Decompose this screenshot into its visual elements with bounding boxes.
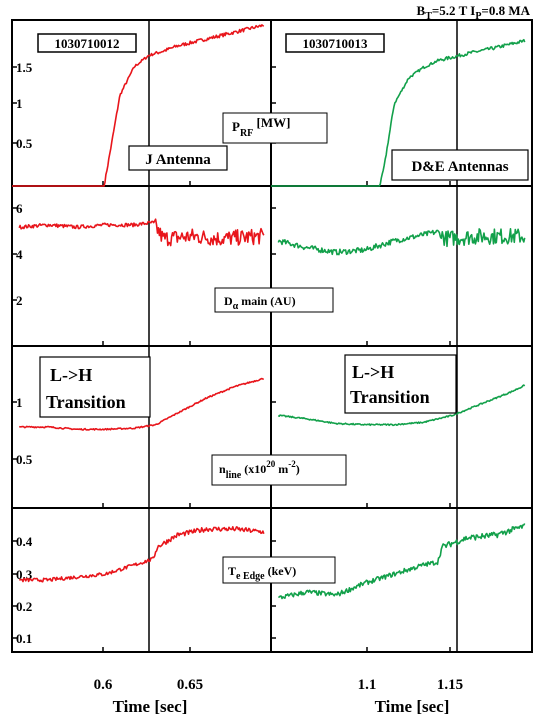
lh-text-left-1: L->H: [50, 365, 92, 385]
y-tick-label: 4: [16, 247, 23, 262]
y-tick-label: 1.5: [16, 60, 33, 75]
de-antennas-label: D&E Antennas: [411, 159, 508, 175]
lh-text-left-2: Transition: [46, 392, 126, 412]
j-antenna-label: J Antenna: [145, 152, 211, 168]
y-tick-label: 1: [16, 96, 23, 111]
x-tick-label: 1.1: [358, 677, 377, 693]
trace-left-row-4: [19, 526, 265, 583]
trace-left-row-1: [12, 24, 265, 187]
y-tick-label: 0.2: [16, 599, 32, 614]
y-tick-label: 0.3: [16, 567, 33, 582]
shot-box-right: [285, 33, 385, 53]
y-tick-label: 0.5: [16, 136, 33, 151]
shot-box-left: [37, 33, 137, 53]
y-tick-label: 1: [16, 395, 23, 410]
shot-label-right: 1030710013: [303, 36, 369, 51]
y-tick-label: 0.1: [16, 631, 32, 646]
lh-text-right-1: L->H: [352, 362, 394, 382]
te-label: Te Edge (keV): [228, 564, 296, 582]
x-axis-ticks: 0.6 0.65 1.1 1.15: [94, 181, 463, 693]
nline-label-box: [211, 454, 347, 486]
trace-right-row-1: [271, 38, 526, 187]
x-axis-label-right: Time [sec]: [375, 697, 450, 716]
shot-label-left: 1030710012: [55, 36, 120, 51]
dalpha-label: Dα main (AU): [224, 294, 296, 312]
y-axis-ticks: 1.5 1 0.5 6 4 2 1 0.5 0.4 0.3 0.2 0.1: [12, 60, 276, 646]
lh-box-left: [39, 356, 151, 418]
trace-left-row-2: [18, 218, 265, 247]
j-antenna-box: [128, 145, 228, 171]
y-tick-label: 2: [16, 293, 23, 308]
lh-box-right: [344, 354, 457, 414]
trace-left-row-3: [19, 377, 264, 431]
prf-label: PRF [MW]: [232, 115, 290, 139]
x-tick-label: 0.65: [177, 677, 203, 693]
trace-right-row-4: [278, 523, 526, 600]
de-antennas-box: [391, 149, 529, 181]
y-tick-label: 0.4: [16, 534, 33, 549]
trace-right-row-2: [277, 228, 526, 256]
x-tick-label: 0.6: [94, 677, 113, 693]
te-label-box: [222, 556, 336, 584]
data-traces: [12, 24, 526, 600]
prf-label-box: [222, 112, 328, 144]
y-tick-label: 6: [16, 201, 23, 216]
dalpha-label-box: [214, 287, 334, 313]
y-tick-label: 0.5: [16, 452, 33, 467]
trace-right-row-3: [277, 384, 526, 427]
lh-text-right-2: Transition: [350, 387, 430, 407]
x-tick-label: 1.15: [437, 677, 463, 693]
field-parameters: BT=5.2 T IP=0.8 MA: [417, 3, 531, 22]
x-axis-label-left: Time [sec]: [113, 697, 188, 716]
panel-frames: [11, 19, 533, 653]
nline-label: nline (x1020 m-2): [219, 459, 300, 481]
